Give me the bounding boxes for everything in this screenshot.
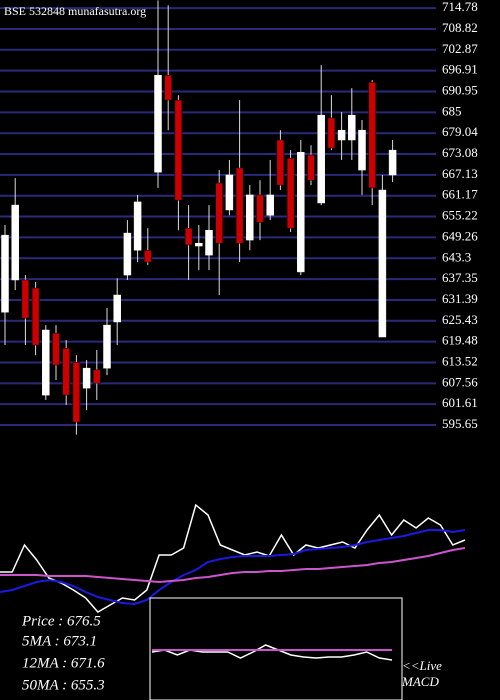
candle-body [286,157,295,229]
candle-body [31,287,40,346]
candle-body [246,194,254,241]
candle-body [368,81,376,189]
live-link[interactable]: <<Live [402,658,442,673]
y-tick-label: 649.26 [442,228,478,243]
candle-body [113,294,121,323]
candle-body [297,151,305,273]
candle-body [82,367,91,389]
y-tick-label: 696.91 [442,62,478,77]
y-tick-label: 702.87 [442,41,478,56]
y-tick-label: 625.43 [442,312,478,327]
info-50ma: 50MA : 655.3 [22,677,105,693]
y-tick-label: 655.22 [442,208,478,223]
y-tick-label: 631.39 [442,291,478,306]
candle-body [93,369,101,384]
indicator-panel [0,503,466,613]
candle-body [235,167,244,244]
y-tick-label: 601.61 [442,395,478,410]
candle-body [276,139,285,186]
candle-body [184,227,193,246]
macd-title: MACD [401,674,439,689]
indicator-line [0,503,466,613]
info-12ma: 12MA : 671.6 [22,655,105,671]
y-tick-label: 613.52 [442,353,478,368]
y-tick-label: 679.04 [442,124,478,139]
candle-body [205,230,213,256]
info-price: Price : 676.5 [21,613,101,629]
candle-body [195,242,203,247]
candle-body [256,194,264,223]
indicator-line [151,644,393,661]
y-tick-label: 607.56 [442,374,478,389]
candle-body [1,234,9,313]
candle-body [42,329,50,396]
y-tick-label: 595.65 [442,416,478,431]
y-tick-label: 661.17 [442,187,478,202]
candle-body [62,347,70,396]
candle-body [317,114,325,204]
candle-body [164,74,172,101]
y-tick-label: 667.13 [442,166,478,181]
candle-body [154,74,162,173]
y-tick-label: 714.78 [442,0,478,14]
candle-body [215,182,223,244]
y-tick-label: 708.82 [442,20,478,35]
candle-body [52,332,60,366]
candle-body [358,129,366,171]
macd-frame [149,597,403,700]
y-tick-label: 637.35 [442,270,478,285]
candle-body [327,117,336,149]
candle-body [21,279,30,319]
candle-body [378,189,387,338]
y-tick-label: 643.3 [442,249,471,264]
candle-body [133,201,142,251]
info-5ma: 5MA : 673.1 [22,633,97,649]
candle-body [348,114,356,141]
candle-body [266,194,274,216]
candle-body [72,361,81,423]
candle-body [388,149,397,176]
indicator-line [0,547,466,584]
indicator-panel [151,644,393,661]
y-tick-label: 619.48 [442,333,478,348]
y-tick-label: 685 [442,103,462,118]
candle-body [144,249,152,263]
candles: 714.78 708.82 702.87 696.91 690.95 685 679.04 6… [0,0,478,435]
candle-body [174,99,183,201]
candle-body [337,129,346,141]
candle-body [307,154,315,181]
chart-title: BSE 532848 munafasutra.org [4,4,146,18]
y-tick-label: 673.08 [442,145,478,160]
candle-body [103,324,111,369]
candle-body [123,232,132,276]
candle-body [225,174,234,211]
indicator-line [0,529,466,606]
y-tick-label: 690.95 [442,82,478,97]
candle-body [11,204,19,281]
